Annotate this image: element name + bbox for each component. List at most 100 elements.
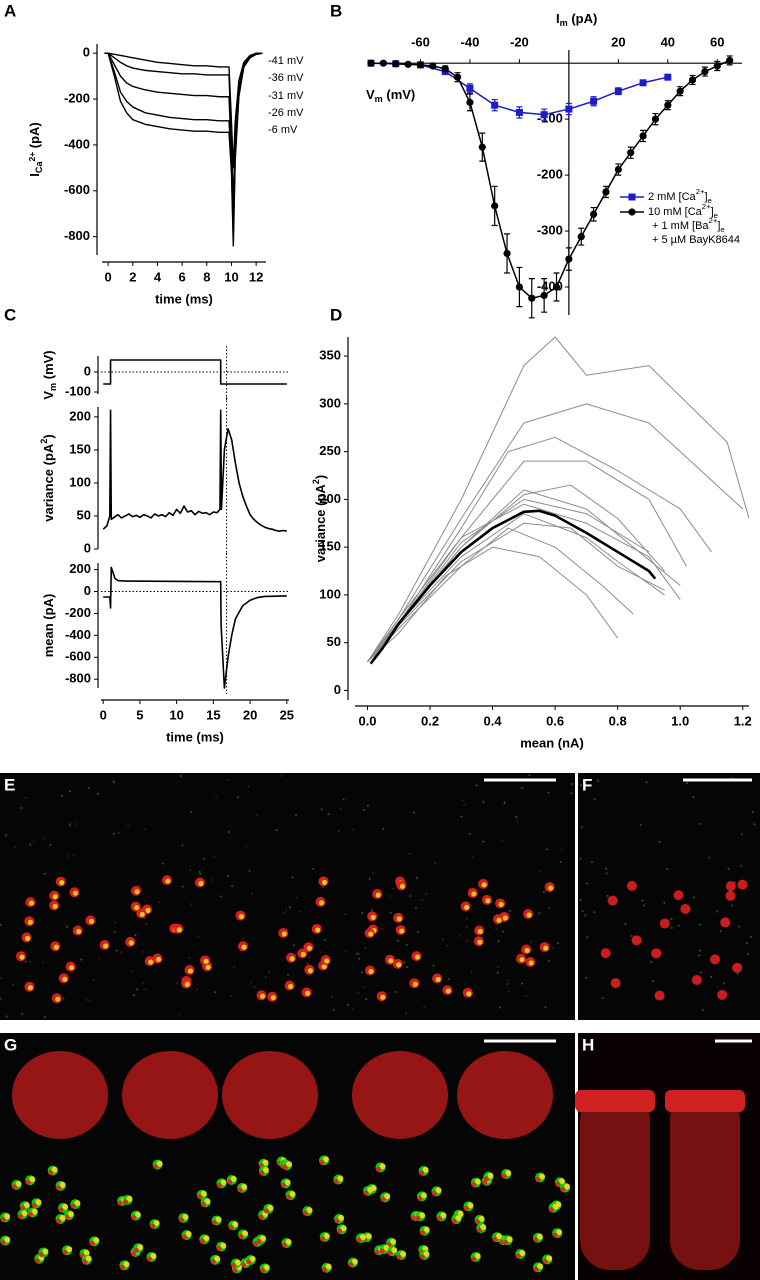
x-axis-label: time (ms) bbox=[166, 729, 224, 744]
fluorescence-spot bbox=[88, 786, 91, 789]
fluorescence-spot bbox=[210, 1259, 216, 1265]
point bbox=[404, 60, 412, 68]
fluorescence-spot bbox=[220, 1179, 227, 1186]
fluorescence-spot bbox=[471, 1256, 477, 1262]
fluorescence-spot bbox=[12, 1184, 18, 1190]
fluorescence-spot bbox=[61, 794, 64, 797]
fluorescence-spot bbox=[55, 1218, 61, 1224]
fluorescence-spot bbox=[288, 906, 291, 909]
nucleus bbox=[12, 1051, 108, 1139]
fluorescence-spot bbox=[227, 779, 230, 782]
fluorescence-spot bbox=[406, 966, 409, 969]
fluorescence-spot bbox=[214, 991, 217, 994]
series-line bbox=[104, 52, 263, 203]
fluorescence-spot bbox=[19, 954, 25, 960]
fluorescence-spot bbox=[322, 1156, 329, 1163]
fluorescence-spot bbox=[216, 1182, 222, 1188]
legend-label-part: e bbox=[708, 196, 712, 205]
fluorescence-spot bbox=[5, 834, 8, 837]
fluorescence-spot bbox=[56, 1185, 62, 1191]
fluorescence-spot bbox=[605, 872, 608, 875]
fluorescence-spot bbox=[305, 990, 311, 996]
fluorescence-spot bbox=[179, 775, 182, 778]
fluorescence-spot bbox=[64, 1214, 70, 1220]
fluorescence-spot bbox=[346, 1003, 349, 1006]
fluorescence-spot bbox=[475, 1219, 481, 1225]
y-tick-label: -400 bbox=[65, 627, 91, 642]
fluorescence-spot bbox=[650, 960, 653, 963]
fluorescence-spot bbox=[205, 964, 211, 970]
series-line bbox=[367, 503, 681, 663]
panel-label: G bbox=[4, 1035, 17, 1054]
fluorescence-spot bbox=[340, 1225, 347, 1232]
fluorescence-spot bbox=[542, 1258, 548, 1264]
fluorescence-spot bbox=[570, 792, 573, 795]
x-tick-label: 0 bbox=[105, 269, 112, 284]
fluorescence-spot bbox=[446, 944, 449, 947]
fluorescence-spot bbox=[521, 982, 524, 985]
fluorescence-spot bbox=[686, 782, 689, 785]
fluorescence-spot bbox=[156, 957, 162, 963]
series-line bbox=[104, 52, 263, 169]
fluorescence-spot bbox=[319, 951, 322, 954]
x-tick-label: 0.6 bbox=[546, 713, 564, 728]
fluorescence-spot bbox=[412, 981, 418, 987]
fluorescence-spot bbox=[181, 844, 184, 847]
fluorescence-spot bbox=[62, 1249, 68, 1255]
fluorescence-spot bbox=[503, 1239, 509, 1245]
fluorescence-spot bbox=[332, 1009, 335, 1012]
fluorescence-spot bbox=[601, 996, 604, 999]
fluorescence-spot bbox=[730, 904, 733, 907]
fluorescence-spot bbox=[212, 1219, 218, 1225]
fluorescence-spot bbox=[580, 826, 583, 829]
x-tick-label: 8 bbox=[203, 269, 210, 284]
legend-label-part: 2+ bbox=[696, 187, 705, 196]
point bbox=[540, 111, 548, 119]
fluorescence-spot bbox=[600, 948, 611, 959]
fluorescence-spot bbox=[38, 1252, 44, 1258]
fluorescence-spot bbox=[471, 856, 474, 859]
series-line bbox=[367, 336, 750, 663]
fluorescence-spot bbox=[62, 976, 68, 982]
fluorescence-spot bbox=[379, 1248, 385, 1254]
y-tick-label: -200 bbox=[65, 605, 91, 620]
fluorescence-spot bbox=[93, 1237, 100, 1244]
fluorescence-spot bbox=[247, 785, 250, 788]
fluorescence-spot bbox=[580, 784, 583, 787]
x-axis-label: time (ms) bbox=[155, 291, 213, 306]
fluorescence-spot bbox=[281, 1182, 287, 1188]
fluorescence-spot bbox=[691, 975, 702, 986]
fluorescence-spot bbox=[533, 1266, 539, 1272]
fluorescence-spot bbox=[529, 941, 532, 944]
fluorescence-spot bbox=[232, 1221, 239, 1228]
point bbox=[565, 105, 573, 113]
y-axis-label-part: m bbox=[48, 383, 58, 391]
fluorescence-spot bbox=[43, 837, 46, 840]
fluorescence-spot bbox=[423, 1226, 430, 1233]
panel-label: E bbox=[4, 775, 15, 794]
legend-label-part: + 5 µM BayK8644 bbox=[652, 234, 740, 246]
legend-label-part: ] bbox=[704, 191, 707, 203]
fluorescence-spot bbox=[255, 814, 258, 817]
fluorescence-spot bbox=[334, 1218, 340, 1224]
fluorescence-spot bbox=[292, 944, 295, 947]
fluorescence-spot bbox=[306, 962, 309, 965]
fluorescence-spot bbox=[260, 1267, 266, 1273]
legend-label-part: 2+ bbox=[702, 202, 711, 211]
fluorescence-spot bbox=[548, 907, 551, 910]
fluorescence-spot bbox=[98, 957, 101, 960]
fluorescence-spot bbox=[89, 1240, 95, 1246]
y-tick-label: -200 bbox=[64, 90, 90, 105]
fluorescence-spot bbox=[699, 949, 702, 952]
y-tick-label: -800 bbox=[64, 228, 90, 243]
fluorescence-spot bbox=[344, 949, 347, 952]
fluorescence-spot bbox=[406, 943, 409, 946]
fluorescence-spot bbox=[111, 779, 114, 782]
fluorescence-spot bbox=[267, 1204, 274, 1211]
fluorescence-spot bbox=[187, 968, 193, 974]
fluorescence-spot bbox=[211, 879, 214, 882]
fluorescence-spot bbox=[188, 956, 191, 959]
fluorescence-spot bbox=[351, 1258, 358, 1265]
y-axis-label-part: Ca bbox=[34, 161, 44, 174]
